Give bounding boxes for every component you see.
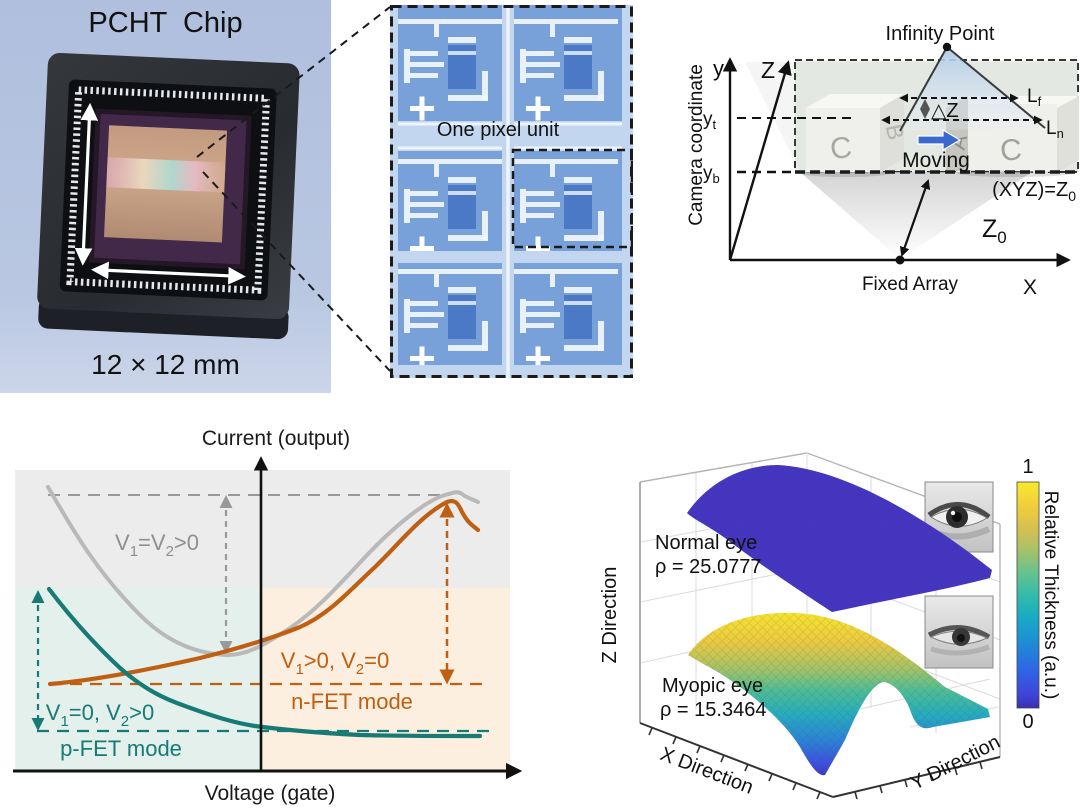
x-axis-label: X xyxy=(1023,276,1037,299)
colorbar-min-tick: 0 xyxy=(1022,711,1033,733)
myopic-eye-photo xyxy=(924,595,994,669)
camera-coordinate-diagram: C B A C Infinity Point y Z X Camera coor… xyxy=(686,23,1079,299)
pixel-micrograph xyxy=(390,5,634,378)
trace-separators xyxy=(390,5,633,378)
y-axis-label: y xyxy=(713,56,724,81)
z0-distance-arrow xyxy=(899,179,931,257)
chip-photo-panel: PCHT Chip 12 × 12 mm xyxy=(0,0,331,395)
normal-eye-surface xyxy=(687,465,992,612)
fixed-array-dot xyxy=(895,255,905,265)
chip-dimension-label: 12 × 12 mm xyxy=(91,349,240,380)
infinity-point-label: Infinity Point xyxy=(886,23,995,45)
voltage-axis-label: Voltage (gate) xyxy=(205,782,336,805)
die-iridescence xyxy=(106,157,226,193)
nfet-mode-label: n-FET mode xyxy=(291,689,413,714)
fixed-array-label: Fixed Array xyxy=(862,274,959,295)
chip-package xyxy=(37,52,300,340)
myopic-eye-label: Myopic eye xyxy=(662,675,763,697)
teal-curve-label: V1=0, V2>0 xyxy=(46,700,154,730)
colorbar-max-tick: 1 xyxy=(1022,456,1033,478)
moving-label: Moving xyxy=(902,149,970,172)
camera-coordinate-label: Camera coordinate xyxy=(686,64,707,226)
die-height-arrow xyxy=(74,102,99,266)
pfet-mode-label: p-FET mode xyxy=(60,736,182,761)
z-axis-label: Z xyxy=(761,57,775,83)
yt-label: yt xyxy=(703,109,717,132)
z-direction-label: Z Direction xyxy=(599,567,621,664)
nfet-region-bg xyxy=(261,588,510,771)
colorbar: 1 0 Relative Thickness (a.u.) xyxy=(1016,456,1061,733)
orange-curve xyxy=(47,498,481,687)
pixel-unit-label: One pixel unit xyxy=(436,119,560,141)
infinity-point-dot xyxy=(942,42,952,52)
normal-eye-label: Normal eye xyxy=(655,532,757,554)
surface-plot-3d: Normal eye ρ = 25.0777 Myopic eye ρ = 15… xyxy=(599,452,1061,800)
normal-eye-rho: ρ = 25.0777 xyxy=(655,556,761,578)
cube-letter-c-left: C xyxy=(829,131,854,166)
orange-curve-label: V1>0, V2=0 xyxy=(281,648,389,678)
cube-letter-c-right: C xyxy=(999,133,1023,167)
current-axis-label: Current (output) xyxy=(202,427,350,450)
z0-label: Z0 xyxy=(982,215,1007,247)
fet-transfer-plot: Current (output) Voltage (gate) V1=V2>0 … xyxy=(13,427,523,805)
yb-label: yb xyxy=(703,163,720,186)
chip-photo xyxy=(0,0,331,393)
xyz-plane-label: (XYZ)=Z0 xyxy=(992,179,1076,204)
colorbar-title: Relative Thickness (a.u.) xyxy=(1040,491,1061,700)
delta-z-label: △Z xyxy=(931,100,959,122)
myopic-eye-rho: ρ = 15.3464 xyxy=(660,699,766,721)
teal-curve xyxy=(46,586,483,739)
z-axis xyxy=(728,60,792,261)
gray-curve xyxy=(46,485,480,658)
ambipolar-region-bg xyxy=(15,470,510,588)
one-pixel-unit-box xyxy=(511,148,634,249)
gray-curve-label: V1=V2>0 xyxy=(115,530,199,560)
moving-arrow-icon xyxy=(917,128,962,152)
front-axes xyxy=(639,722,1001,800)
lf-label: Lf xyxy=(1027,86,1042,109)
ln-label: Ln xyxy=(1046,118,1064,141)
pixel-micrograph-panel: One pixel unit xyxy=(390,5,634,378)
chip-title: PCHT Chip xyxy=(88,7,243,39)
myopic-eye-surface xyxy=(688,612,990,776)
triangle-right-leg xyxy=(946,46,1046,129)
